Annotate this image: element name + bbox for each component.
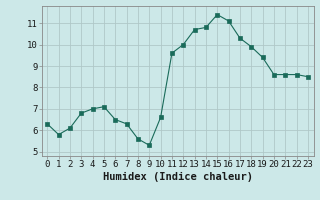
X-axis label: Humidex (Indice chaleur): Humidex (Indice chaleur): [103, 172, 252, 182]
